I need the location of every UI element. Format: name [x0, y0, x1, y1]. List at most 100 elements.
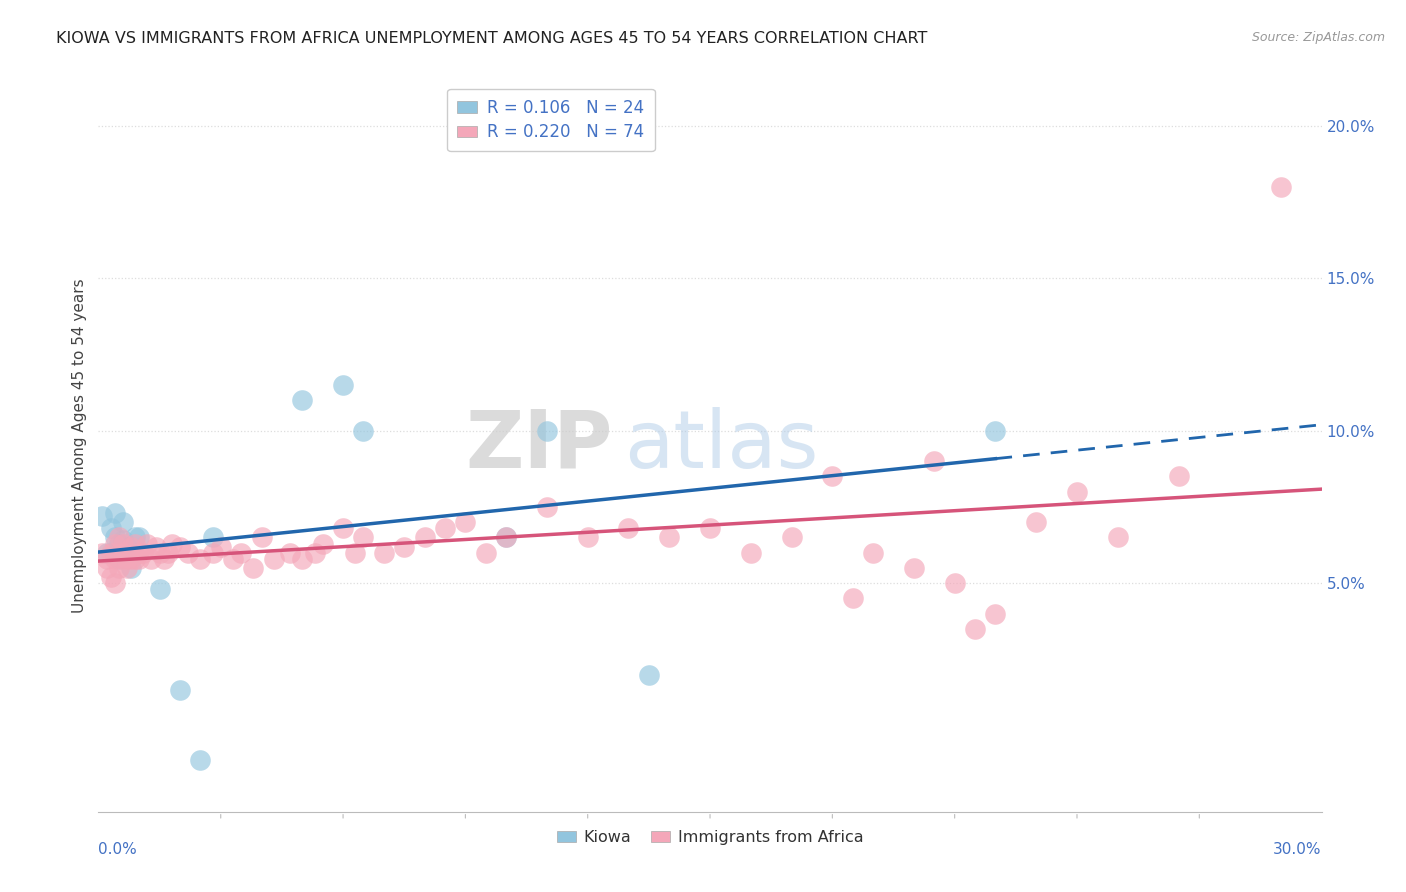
Point — [392, 540, 416, 554]
Point — [124, 530, 146, 544]
Point — [169, 540, 191, 554]
Point — [1107, 530, 1129, 544]
Point — [104, 530, 127, 544]
Point — [104, 536, 127, 550]
Point — [536, 500, 558, 514]
Point — [413, 530, 436, 544]
Point — [124, 536, 146, 550]
Point — [124, 551, 146, 566]
Point — [160, 536, 183, 550]
Point — [100, 521, 122, 535]
Point — [91, 509, 114, 524]
Point — [984, 424, 1007, 438]
Point — [115, 540, 138, 554]
Point — [780, 530, 803, 544]
Point — [1270, 180, 1292, 194]
Point — [177, 546, 200, 560]
Point — [495, 530, 517, 544]
Point — [984, 607, 1007, 621]
Point — [821, 469, 844, 483]
Point — [943, 576, 966, 591]
Point — [740, 546, 762, 560]
Text: ZIP: ZIP — [465, 407, 612, 485]
Point — [96, 546, 118, 560]
Point — [454, 515, 477, 529]
Point — [965, 622, 987, 636]
Text: atlas: atlas — [624, 407, 818, 485]
Text: Source: ZipAtlas.com: Source: ZipAtlas.com — [1251, 31, 1385, 45]
Point — [201, 546, 224, 560]
Point — [108, 561, 131, 575]
Point — [141, 551, 163, 566]
Point — [291, 393, 314, 408]
Point — [536, 424, 558, 438]
Point — [104, 576, 127, 591]
Point — [108, 546, 131, 560]
Point — [108, 536, 131, 550]
Text: 30.0%: 30.0% — [1274, 842, 1322, 857]
Legend: Kiowa, Immigrants from Africa: Kiowa, Immigrants from Africa — [550, 823, 870, 851]
Point — [169, 682, 191, 697]
Point — [291, 551, 314, 566]
Point — [96, 551, 118, 566]
Point — [434, 521, 457, 535]
Point — [104, 506, 127, 520]
Point — [132, 546, 155, 560]
Point — [96, 561, 118, 575]
Point — [111, 533, 134, 548]
Point — [862, 546, 884, 560]
Point — [136, 536, 159, 550]
Point — [188, 753, 212, 767]
Point — [115, 561, 138, 575]
Point — [128, 530, 150, 544]
Point — [1066, 484, 1088, 499]
Point — [91, 546, 114, 560]
Point — [111, 515, 134, 529]
Point — [1025, 515, 1047, 529]
Point — [120, 561, 142, 575]
Point — [108, 551, 131, 566]
Point — [242, 561, 264, 575]
Point — [120, 540, 142, 554]
Point — [263, 551, 285, 566]
Point — [304, 546, 326, 560]
Point — [841, 591, 863, 606]
Point — [332, 521, 354, 535]
Point — [250, 530, 273, 544]
Point — [156, 546, 179, 560]
Point — [201, 530, 224, 544]
Point — [128, 546, 150, 560]
Point — [108, 530, 131, 544]
Point — [115, 551, 138, 566]
Point — [637, 667, 661, 681]
Point — [128, 551, 150, 566]
Point — [231, 546, 253, 560]
Point — [152, 551, 174, 566]
Point — [576, 530, 599, 544]
Point — [332, 378, 354, 392]
Point — [111, 546, 134, 560]
Point — [278, 546, 301, 560]
Text: KIOWA VS IMMIGRANTS FROM AFRICA UNEMPLOYMENT AMONG AGES 45 TO 54 YEARS CORRELATI: KIOWA VS IMMIGRANTS FROM AFRICA UNEMPLOY… — [56, 31, 928, 46]
Point — [617, 521, 640, 535]
Point — [120, 551, 142, 566]
Point — [699, 521, 721, 535]
Point — [188, 551, 212, 566]
Point — [100, 546, 122, 560]
Point — [149, 582, 172, 597]
Point — [903, 561, 925, 575]
Point — [149, 546, 172, 560]
Point — [222, 551, 245, 566]
Text: 0.0%: 0.0% — [98, 842, 138, 857]
Point — [352, 530, 374, 544]
Y-axis label: Unemployment Among Ages 45 to 54 years: Unemployment Among Ages 45 to 54 years — [72, 278, 87, 614]
Point — [209, 540, 232, 554]
Point — [312, 536, 335, 550]
Point — [145, 540, 167, 554]
Point — [111, 536, 134, 550]
Point — [495, 530, 517, 544]
Point — [344, 546, 367, 560]
Point — [111, 551, 134, 566]
Point — [100, 570, 122, 584]
Point — [474, 546, 498, 560]
